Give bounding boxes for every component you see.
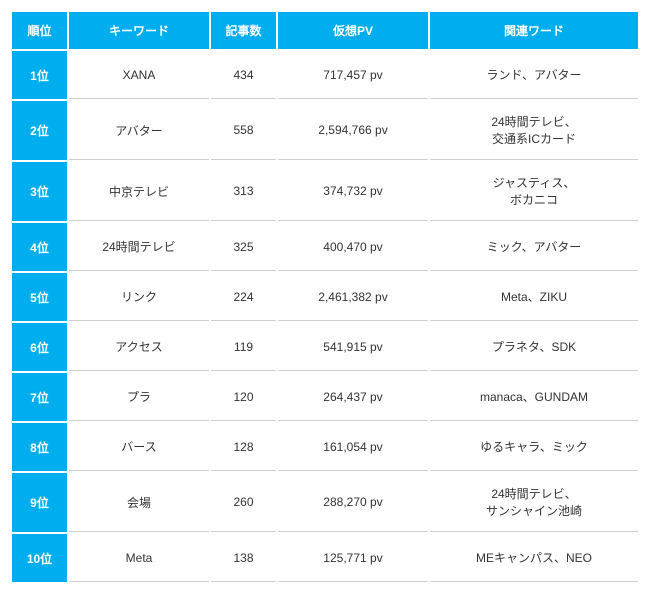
pv-cell: 541,915 pv bbox=[278, 323, 428, 371]
rank-cell: 3位 bbox=[12, 162, 67, 221]
keyword-cell: プラ bbox=[69, 373, 209, 421]
pv-cell: 288,270 pv bbox=[278, 473, 428, 532]
table-body: 1位XANA434717,457 pvランド、アバター2位アバター5582,59… bbox=[12, 51, 638, 582]
related-cell: Meta、ZIKU bbox=[430, 273, 638, 321]
pv-cell: 717,457 pv bbox=[278, 51, 428, 99]
rank-cell: 2位 bbox=[12, 101, 67, 160]
related-cell: ゆるキャラ、ミック bbox=[430, 423, 638, 471]
related-cell: プラネタ、SDK bbox=[430, 323, 638, 371]
rank-cell: 6位 bbox=[12, 323, 67, 371]
rank-cell: 4位 bbox=[12, 223, 67, 271]
keyword-cell: リンク bbox=[69, 273, 209, 321]
table-row: 10位Meta138125,771 pvMEキャンパス、NEO bbox=[12, 534, 638, 582]
articles-cell: 260 bbox=[211, 473, 276, 532]
header-articles: 記事数 bbox=[211, 12, 276, 49]
keyword-cell: バース bbox=[69, 423, 209, 471]
related-cell: manaca、GUNDAM bbox=[430, 373, 638, 421]
pv-cell: 400,470 pv bbox=[278, 223, 428, 271]
related-cell: MEキャンパス、NEO bbox=[430, 534, 638, 582]
articles-cell: 138 bbox=[211, 534, 276, 582]
related-cell: 24時間テレビ、 サンシャイン池崎 bbox=[430, 473, 638, 532]
rank-cell: 9位 bbox=[12, 473, 67, 532]
articles-cell: 313 bbox=[211, 162, 276, 221]
keyword-cell: 中京テレビ bbox=[69, 162, 209, 221]
rank-cell: 8位 bbox=[12, 423, 67, 471]
pv-cell: 2,594,766 pv bbox=[278, 101, 428, 160]
table-row: 4位24時間テレビ325400,470 pvミック、アバター bbox=[12, 223, 638, 271]
rank-cell: 1位 bbox=[12, 51, 67, 99]
rank-cell: 5位 bbox=[12, 273, 67, 321]
related-cell: ランド、アバター bbox=[430, 51, 638, 99]
header-row: 順位 キーワード 記事数 仮想PV 関連ワード bbox=[12, 12, 638, 49]
header-keyword: キーワード bbox=[69, 12, 209, 49]
pv-cell: 161,054 pv bbox=[278, 423, 428, 471]
keyword-cell: XANA bbox=[69, 51, 209, 99]
articles-cell: 325 bbox=[211, 223, 276, 271]
header-related: 関連ワード bbox=[430, 12, 638, 49]
rank-cell: 7位 bbox=[12, 373, 67, 421]
rank-cell: 10位 bbox=[12, 534, 67, 582]
table-row: 6位アクセス119541,915 pvプラネタ、SDK bbox=[12, 323, 638, 371]
pv-cell: 374,732 pv bbox=[278, 162, 428, 221]
related-cell: ミック、アバター bbox=[430, 223, 638, 271]
related-cell: ジャスティス、 ボカニコ bbox=[430, 162, 638, 221]
articles-cell: 558 bbox=[211, 101, 276, 160]
table-row: 1位XANA434717,457 pvランド、アバター bbox=[12, 51, 638, 99]
header-rank: 順位 bbox=[12, 12, 67, 49]
keyword-cell: アクセス bbox=[69, 323, 209, 371]
pv-cell: 125,771 pv bbox=[278, 534, 428, 582]
related-cell: 24時間テレビ、 交通系ICカード bbox=[430, 101, 638, 160]
table-row: 9位会場260288,270 pv24時間テレビ、 サンシャイン池崎 bbox=[12, 473, 638, 532]
articles-cell: 128 bbox=[211, 423, 276, 471]
keyword-cell: 会場 bbox=[69, 473, 209, 532]
table-row: 3位中京テレビ313374,732 pvジャスティス、 ボカニコ bbox=[12, 162, 638, 221]
table-row: 2位アバター5582,594,766 pv24時間テレビ、 交通系ICカード bbox=[12, 101, 638, 160]
pv-cell: 2,461,382 pv bbox=[278, 273, 428, 321]
articles-cell: 119 bbox=[211, 323, 276, 371]
header-pv: 仮想PV bbox=[278, 12, 428, 49]
articles-cell: 434 bbox=[211, 51, 276, 99]
table-row: 5位リンク2242,461,382 pvMeta、ZIKU bbox=[12, 273, 638, 321]
table-row: 8位バース128161,054 pvゆるキャラ、ミック bbox=[12, 423, 638, 471]
ranking-table: 順位 キーワード 記事数 仮想PV 関連ワード 1位XANA434717,457… bbox=[10, 10, 640, 584]
articles-cell: 224 bbox=[211, 273, 276, 321]
table-row: 7位プラ120264,437 pvmanaca、GUNDAM bbox=[12, 373, 638, 421]
keyword-cell: Meta bbox=[69, 534, 209, 582]
keyword-cell: アバター bbox=[69, 101, 209, 160]
keyword-cell: 24時間テレビ bbox=[69, 223, 209, 271]
articles-cell: 120 bbox=[211, 373, 276, 421]
pv-cell: 264,437 pv bbox=[278, 373, 428, 421]
